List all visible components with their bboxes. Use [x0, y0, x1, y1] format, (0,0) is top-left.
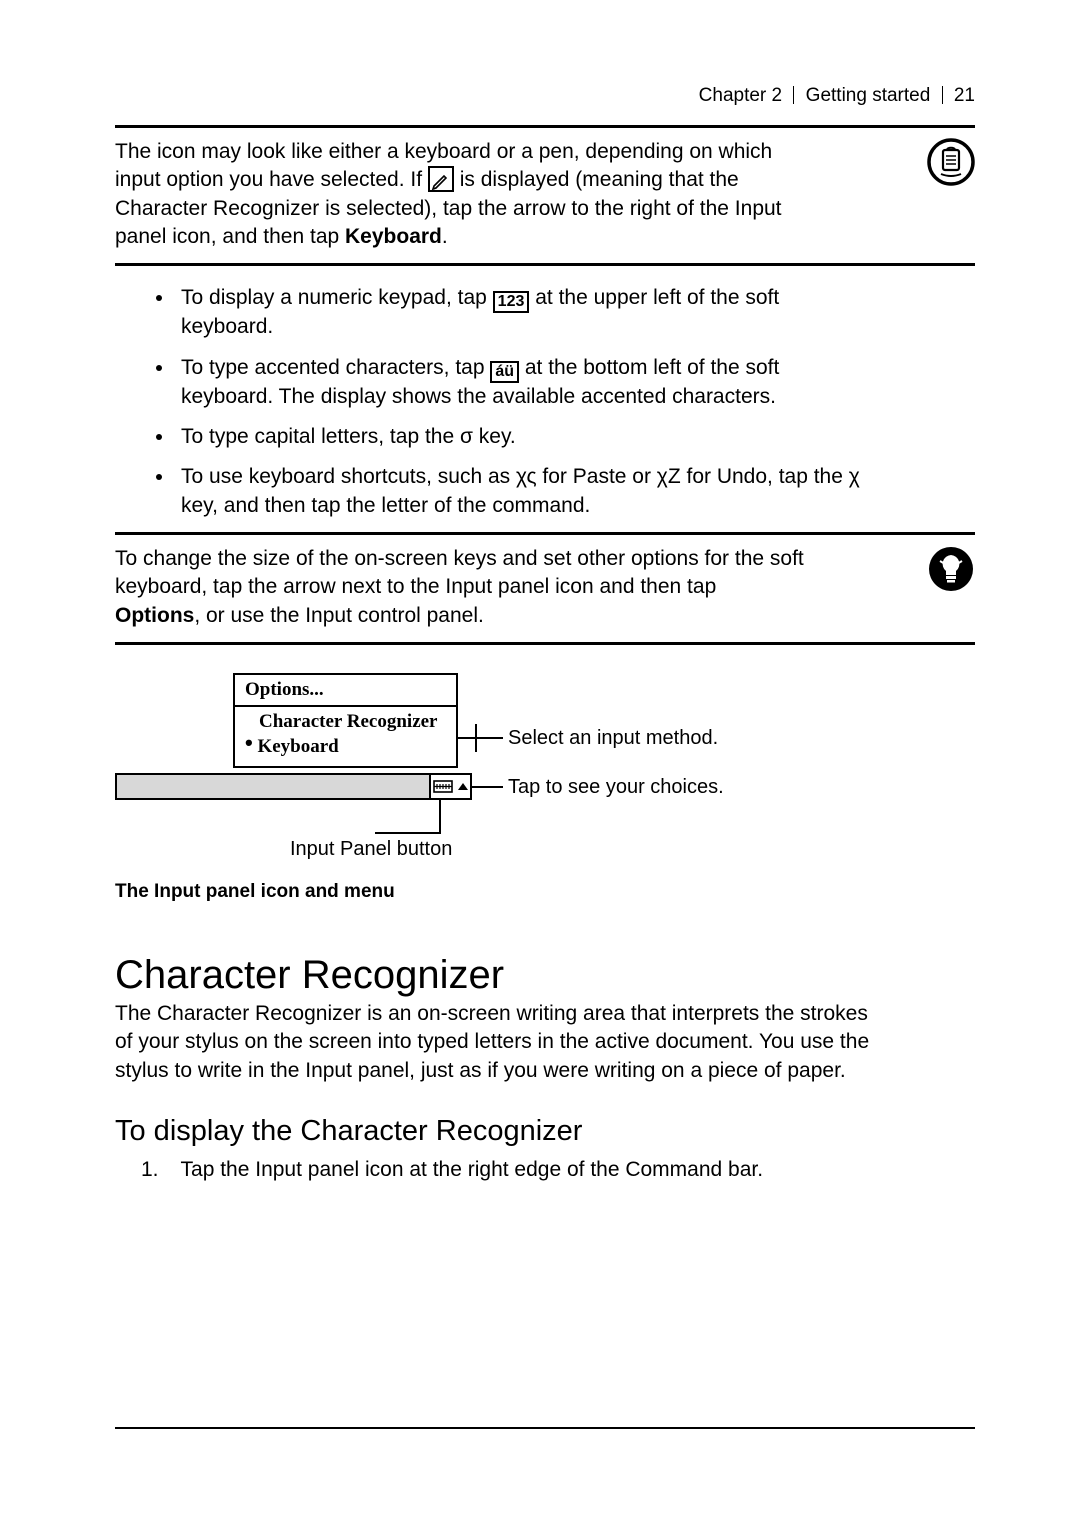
header-separator — [942, 86, 943, 104]
taskbar — [115, 773, 455, 800]
footer-rule — [115, 1427, 975, 1429]
header-chapter: Chapter 2 — [699, 85, 782, 106]
bullet-list: To display a numeric keypad, tap 123 at … — [115, 284, 865, 520]
bold-keyboard: Keyboard — [345, 225, 442, 248]
menu-item-keyboard: • Keyboard — [245, 736, 446, 758]
note-text: The icon may look like either a keyboard… — [115, 138, 805, 251]
note-icon — [927, 138, 975, 191]
rule — [115, 532, 975, 535]
step-number: 1. — [141, 1156, 159, 1184]
callout-line — [439, 800, 441, 832]
numeric-keypad-icon: 123 — [493, 291, 530, 313]
list-item: To display a numeric keypad, tap 123 at … — [175, 284, 865, 341]
callout-line — [375, 832, 441, 834]
figure-caption: The Input panel icon and menu — [115, 881, 975, 903]
menu-item-character-recognizer: Character Recognizer — [245, 711, 446, 733]
input-panel-button — [429, 773, 457, 800]
rule — [115, 263, 975, 266]
callout-line — [475, 724, 477, 752]
rule — [115, 125, 975, 128]
accented-chars-icon: áü — [490, 361, 519, 383]
callout-input-button: Input Panel button — [290, 838, 452, 861]
tip-block: To change the size of the on-screen keys… — [115, 545, 975, 630]
input-panel-arrow — [455, 773, 472, 800]
header-separator — [793, 86, 794, 104]
list-item: To use keyboard shortcuts, such as χς fo… — [175, 463, 865, 520]
menu-item-options: Options... — [235, 673, 456, 707]
header-page: 21 — [954, 85, 975, 106]
bold-options: Options — [115, 604, 194, 627]
step-text: Tap the Input panel icon at the right ed… — [181, 1156, 764, 1184]
list-item: To type capital letters, tap the σ key. — [175, 423, 865, 451]
menu-body: Character Recognizer • Keyboard — [235, 707, 456, 768]
input-panel-menu: Options... Character Recognizer • Keyboa… — [233, 673, 458, 768]
heading-character-recognizer: Character Recognizer — [115, 953, 975, 998]
page: Chapter 2 Getting started 21 The icon ma… — [0, 0, 1080, 1529]
callout-line — [456, 737, 503, 739]
callout-line — [472, 786, 503, 788]
note-block: The icon may look like either a keyboard… — [115, 138, 975, 251]
list-item: To type accented characters, tap áü at t… — [175, 354, 865, 411]
running-header: Chapter 2 Getting started 21 — [115, 85, 975, 107]
rule — [115, 642, 975, 645]
callout-select-method: Select an input method. — [508, 727, 718, 750]
subheading-display-cr: To display the Character Recognizer — [115, 1115, 975, 1148]
callout-tap-choices: Tap to see your choices. — [508, 776, 724, 799]
header-section: Getting started — [806, 85, 931, 106]
tip-icon — [927, 545, 975, 598]
cr-paragraph: The Character Recognizer is an on-screen… — [115, 1000, 875, 1085]
input-panel-diagram: Options... Character Recognizer • Keyboa… — [115, 673, 805, 873]
numbered-list: 1. Tap the Input panel icon at the right… — [141, 1156, 975, 1184]
tip-text: To change the size of the on-screen keys… — [115, 545, 805, 630]
pen-icon — [428, 166, 454, 192]
